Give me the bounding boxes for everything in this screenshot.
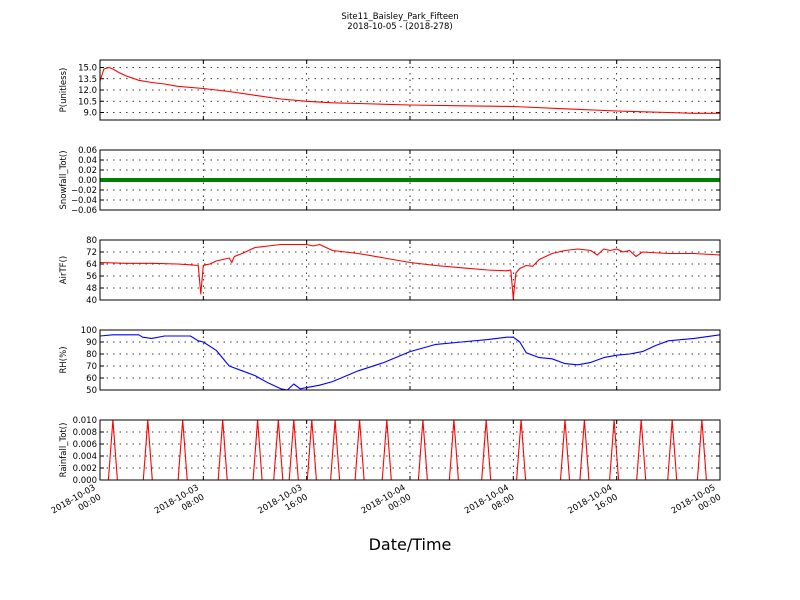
y-tick-label: 70 [86,362,97,372]
y-tick-label: 9.0 [83,109,97,119]
y-tick-label: 0.006 [73,440,97,450]
x-tick-label: 2018-10-0300:00 [50,483,103,526]
y-tick-label: 0.010 [73,416,97,426]
y-tick-label: 40 [86,296,97,306]
y-tick-label: 0.02 [78,166,97,176]
series-line-2 [99,243,721,300]
panel-frame [99,419,721,481]
panel-2: 80 72 64 56 48 40 AirTF() [59,236,721,306]
x-tick-label: 2018-10-0408:00 [463,483,516,526]
y-tick-label: 0.008 [73,428,97,438]
panel-frame [99,149,721,211]
figure-subtitle: 2018-10-05 - (2018-278) [347,22,452,32]
y-tick-label: 0.002 [73,464,97,474]
y-tick-label: 50 [86,386,97,396]
y-tick-label: 100 [81,326,97,336]
y-axis-label: P(unitless) [59,68,69,113]
series-line-0 [99,66,720,114]
panels: 15.013.512.010.59.0P(unitless)0.060.040.… [59,59,721,486]
figure-title: Site11_Baisley_Park_Fifteen [341,12,458,22]
y-tick-label: −0.06 [71,206,97,216]
panel-3: 100 90 80 70 60 50 RH(%) [59,326,721,396]
y-tick-label: 10.5 [78,97,97,107]
y-tick-label: 72 [86,248,97,258]
x-tick-label: 2018-10-0416:00 [566,483,619,526]
y-tick-label: 56 [86,272,97,282]
y-tick-label: 80 [86,350,97,360]
panel-frame [99,239,721,301]
y-tick-label: 0.00 [78,176,97,186]
x-tick-label: 2018-10-0308:00 [153,483,206,526]
y-axis-label: RH(%) [59,346,69,373]
y-tick-label: 0.004 [73,452,97,462]
y-tick-label: 64 [86,260,97,270]
y-axis-label: AirTF() [59,256,69,284]
panel-0: 15.013.512.010.5 9.0 P(unitless) [59,59,721,121]
y-tick-label: 80 [86,236,97,246]
x-tick-label: 2018-10-0500:00 [670,483,723,526]
y-tick-label: 90 [86,338,97,348]
y-tick-label: 13.5 [78,75,97,85]
panel-4: 0.010 0.008 0.006 0.004 0.002 0.000 Rainfall_T… [59,416,721,486]
y-axis-label: Snowfall_Tot() [59,150,69,209]
y-tick-label: 48 [86,284,97,294]
series-line-4 [100,419,720,481]
y-axis-label: Rainfall_Tot() [59,423,69,478]
x-tick-label: 2018-10-0316:00 [256,483,309,526]
panel-frame [99,329,721,391]
y-tick-label: 0.06 [78,146,97,156]
x-axis-title: Date/Time [369,535,452,554]
y-tick-label: 60 [86,374,97,384]
y-tick-label: 0.000 [73,476,97,486]
y-tick-label: −0.02 [71,186,97,196]
y-tick-label: 12.0 [78,86,97,96]
x-axis-ticks: 2018-10-0300:00 2018-10-0308:00 2018-10-03… [50,483,723,526]
y-tick-label: −0.04 [71,196,97,206]
panel-1: 0.060.040.020.00−0.02−0.04−0.06Snowfall_… [59,146,721,216]
x-tick-label: 2018-10-0400:00 [360,483,413,526]
y-tick-label: 15.0 [78,64,97,74]
panel-frame [99,59,721,121]
series-line-3 [99,334,721,391]
y-tick-label: 0.04 [78,156,97,166]
